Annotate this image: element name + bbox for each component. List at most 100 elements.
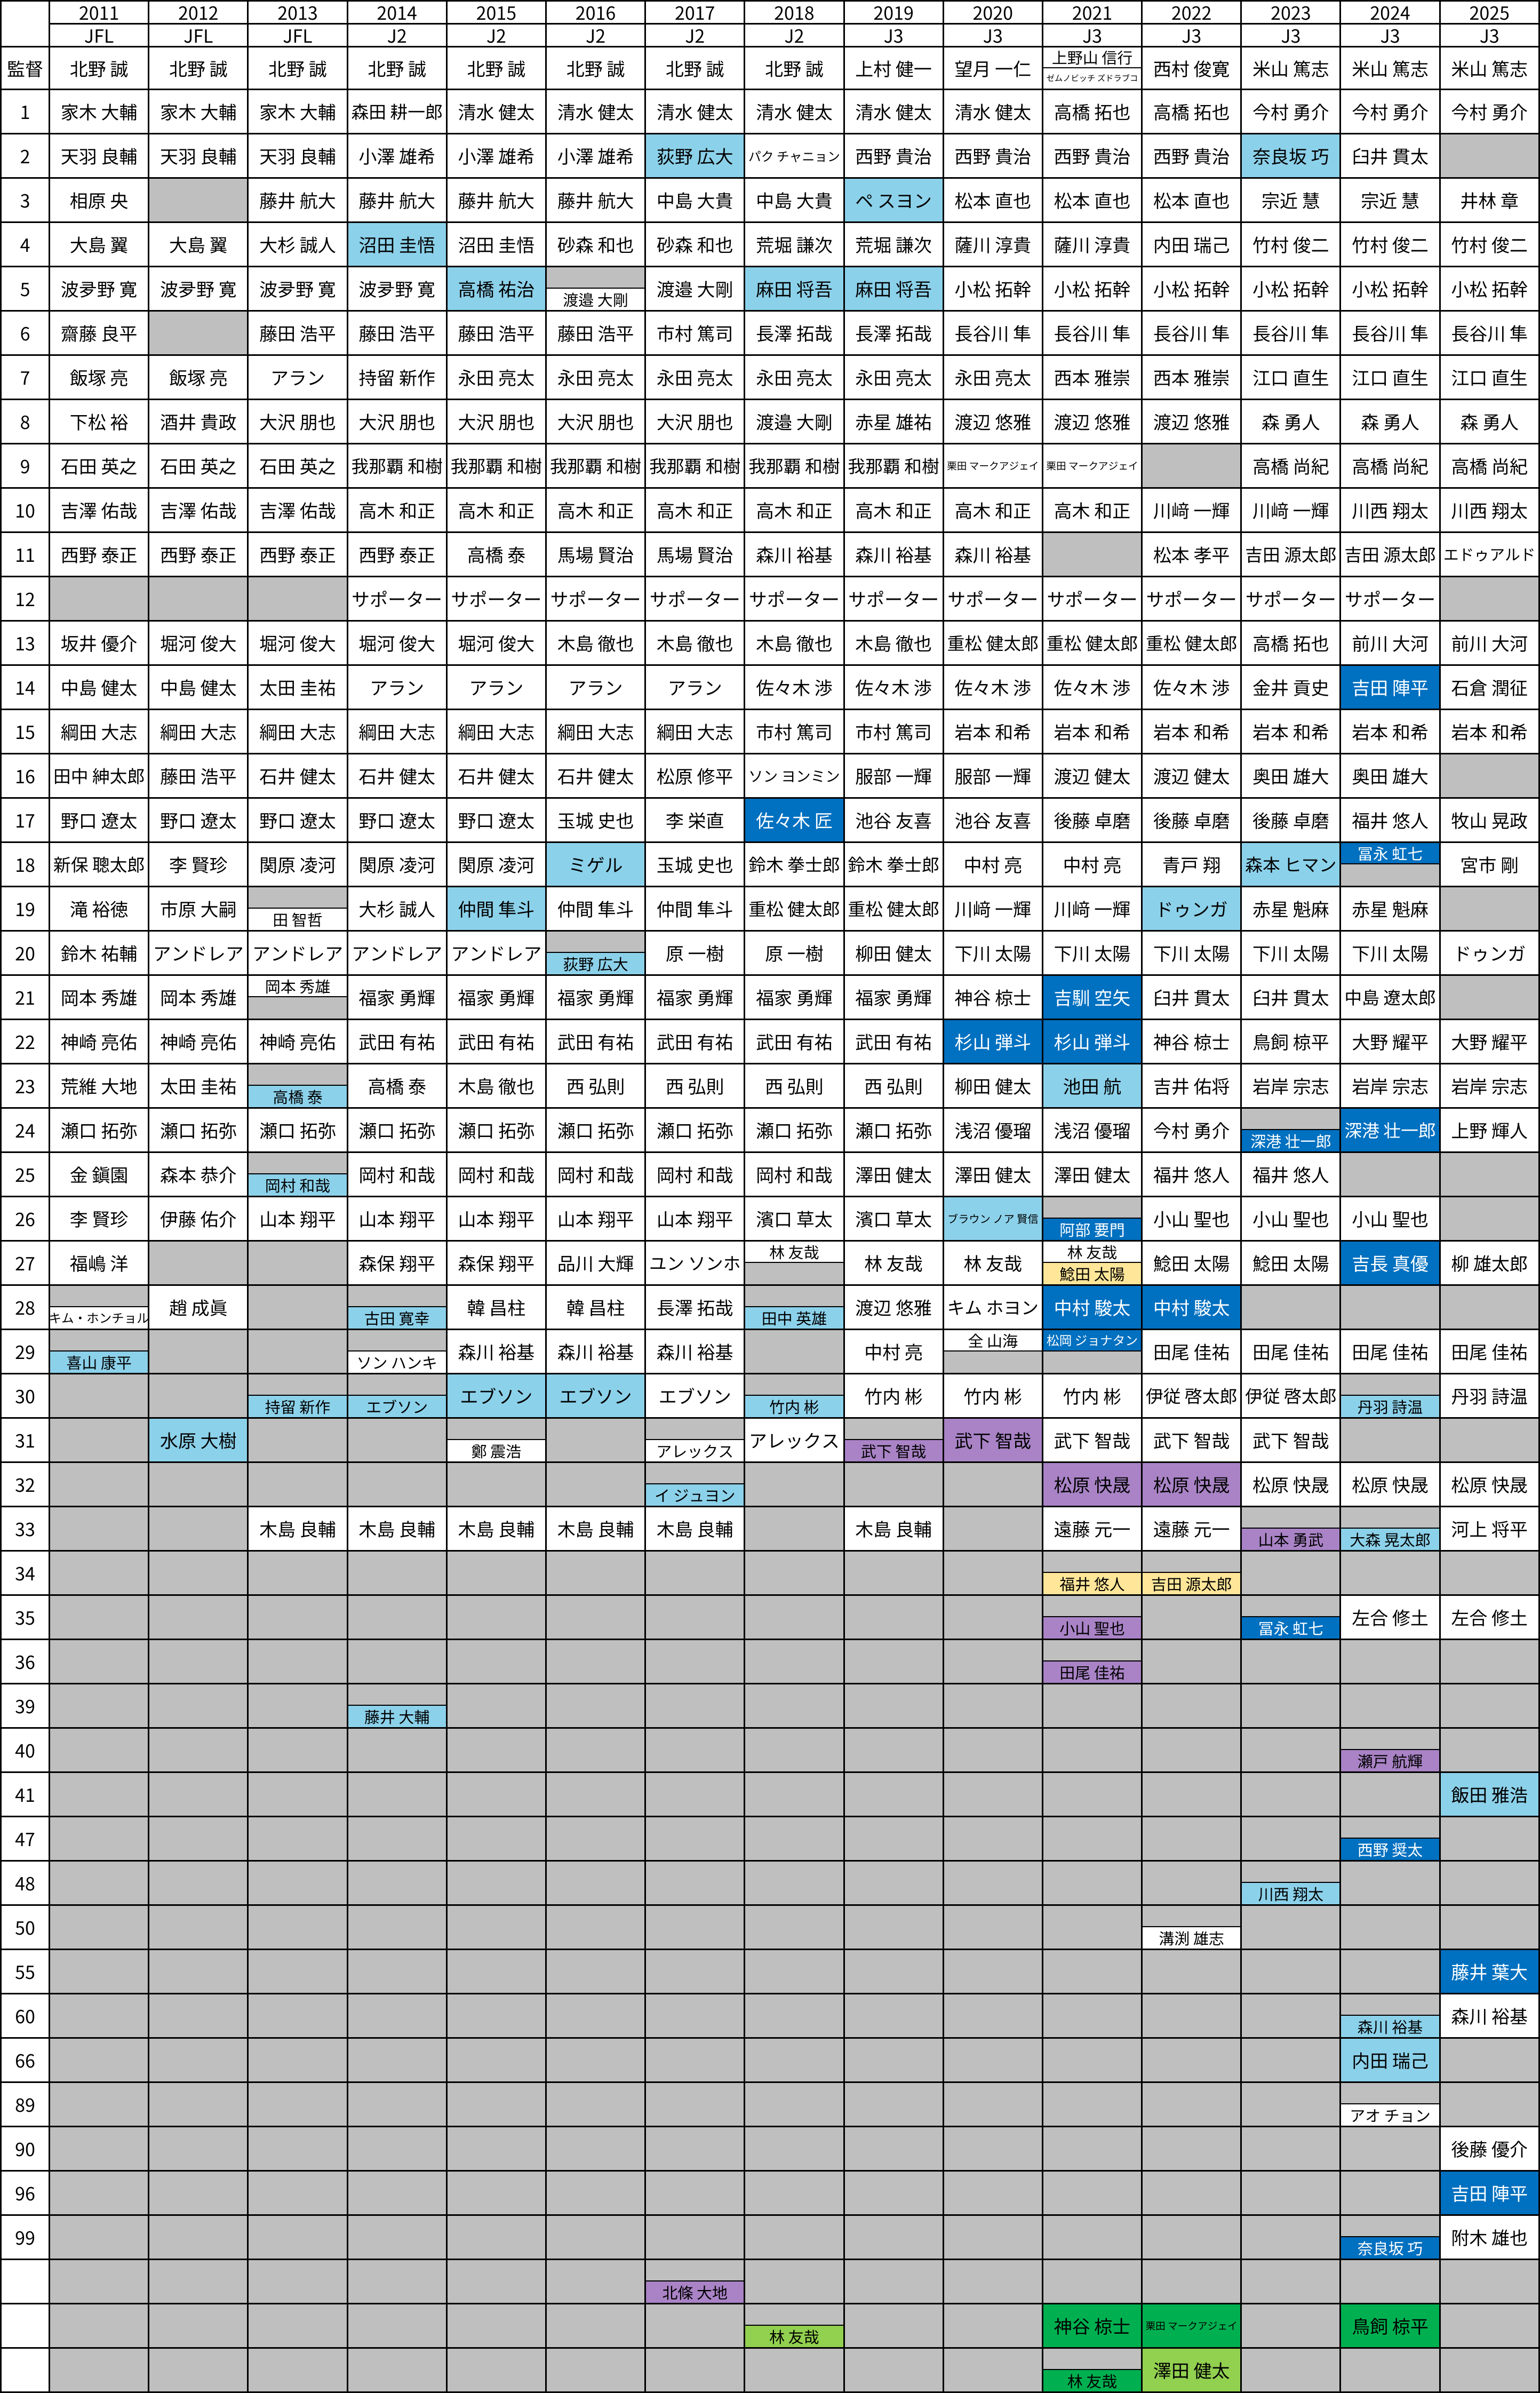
cell-text: 江口 直生 [1352,364,1429,390]
cell-text: 田中 紳太郎 [53,762,145,788]
player-cell-split: 大森 晃太郎 [1339,1506,1441,1552]
cell-text: 我那覇 和樹 [649,452,741,478]
player-cell: 高橋 祐治 [445,266,547,312]
cell-text: 15 [15,718,35,744]
cell-text: 2019 [873,2,914,23]
empty-cell [48,1417,150,1463]
player-cell-split: 岡村 和哉 [247,1151,348,1197]
empty-cell [942,1949,1043,1994]
cell-text: 大沢 朋也 [656,408,733,434]
cell-text: 丹羽 詩温 [1451,1382,1528,1409]
cell-text: 木島 良輔 [557,1515,634,1541]
cell-text: アラン [469,674,524,700]
cell-text: 松原 快晟 [1054,1471,1131,1497]
player-cell: 清水 健太 [942,89,1043,134]
player-cell: 池谷 友喜 [942,797,1043,843]
cell-text: 森 勇人 [1361,408,1419,434]
cell-text: J2 [586,25,606,46]
cell-text: 森 勇人 [1262,408,1320,434]
cell-text: 重松 健太郎 [947,630,1039,655]
empty-cell [445,1461,547,1507]
cell-text: 北野 誠 [368,54,426,81]
empty-cell [545,1417,647,1463]
player-cell: 渡邉 大剛 [744,399,845,444]
player-cell: 大杉 誠人 [247,221,348,267]
cell-text: 市村 篤司 [756,718,833,744]
player-cell-split: 阿部 要門 [1041,1196,1143,1242]
player-cell: 高橋 尚紀 [1339,443,1441,489]
number-row: 50 溝渕 雄志 [0,1904,1540,1950]
cell-text: 7 [20,364,30,390]
player-cell: 岡村 和哉 [644,1151,746,1197]
cell-text: 4 [20,231,30,257]
cell-text: 中島 健太 [159,674,237,700]
empty-cell [48,2170,150,2216]
player-cell: 野口 遼太 [48,797,150,843]
league-header: JFL [48,23,150,47]
player-cell: 杉山 弾斗 [942,1019,1043,1064]
empty-cell [346,1993,448,2039]
cell-text: 高橋 泰 [368,1072,426,1099]
empty-cell [148,1639,249,1684]
player-cell: サポーター [843,576,944,622]
player-cell: 西村 俊寛 [1141,46,1242,90]
empty-cell [247,1860,348,1906]
cell-lower-half: 武下 智哉 [845,1440,942,1461]
cell-text: 田中 英雄 [761,1307,827,1329]
player-cell: 北野 誠 [545,46,647,90]
cell-text: 馬場 賢治 [557,541,634,567]
player-cell: 木島 徹也 [744,620,845,666]
cell-upper-half: 全 山海 [945,1331,1041,1351]
cell-text: 武下 智哉 [860,1440,927,1461]
empty-cell [247,1727,348,1773]
player-cell: 武田 有祐 [843,1019,944,1064]
cell-text: 上野 輝人 [1451,1117,1528,1143]
player-cell: 奥田 雄大 [1240,753,1342,799]
cell-text: 高木 和正 [756,497,833,523]
cell-text: 林 友哉 [1067,1242,1118,1262]
empty-cell [346,2170,448,2216]
empty-cell [942,1860,1043,1906]
cell-text: 神谷 椋士 [954,984,1032,1010]
empty-cell [1141,1727,1242,1773]
player-cell: アンドレア [247,930,348,976]
empty-cell [1339,2170,1441,2216]
cell-text: 福家 勇輝 [458,984,535,1010]
cell-text: 森田 耕一郎 [351,98,443,124]
player-cell: 森本 ヒマン [1240,841,1342,887]
cell-text: 吉澤 佑哉 [259,497,336,523]
player-cell: 長谷川 隼 [1041,310,1143,356]
empty-cell [545,1816,647,1862]
empty-cell [644,1550,746,1596]
cell-text: 内田 瑞己 [1352,2047,1429,2073]
empty-cell [545,1594,647,1640]
empty-cell [644,1860,746,1906]
cell-text: 長谷川 隼 [1054,320,1131,346]
empty-cell [247,1594,348,1640]
cell-text: 武田 有祐 [855,1028,932,1054]
league-header: J3 [1041,23,1143,47]
player-cell: 山本 翔平 [445,1196,547,1242]
player-cell: 松本 直也 [1041,177,1143,223]
row-label: 29 [0,1329,50,1374]
cell-text: 渡邉 大剛 [756,408,833,434]
cell-text: 清水 健太 [458,98,535,124]
cell-text: 大野 耀平 [1451,1028,1528,1054]
player-cell: 後藤 卓磨 [1240,797,1342,843]
player-cell: 小澤 雄希 [445,133,547,179]
player-cell: 長谷川 隼 [1339,310,1441,356]
cell-text: 武田 有祐 [756,1028,833,1054]
row-label: 10 [0,487,50,533]
player-cell-split: エブソン [346,1373,448,1419]
cell-text: 22 [15,1028,35,1054]
player-cell: 武下 智哉 [1240,1417,1342,1463]
empty-cell [48,2214,150,2260]
cell-text: 家木 大輔 [60,98,138,124]
cell-text: 39 [15,1692,35,1719]
player-cell: 佐々木 渉 [1141,664,1242,710]
cell-text: 竹村 俊二 [1352,231,1429,257]
empty-cell [148,1904,249,1950]
player-cell-split: アレックス [644,1417,746,1463]
player-cell: 松原 快晟 [1041,1461,1143,1507]
player-cell: 浅沼 優瑠 [942,1107,1043,1153]
